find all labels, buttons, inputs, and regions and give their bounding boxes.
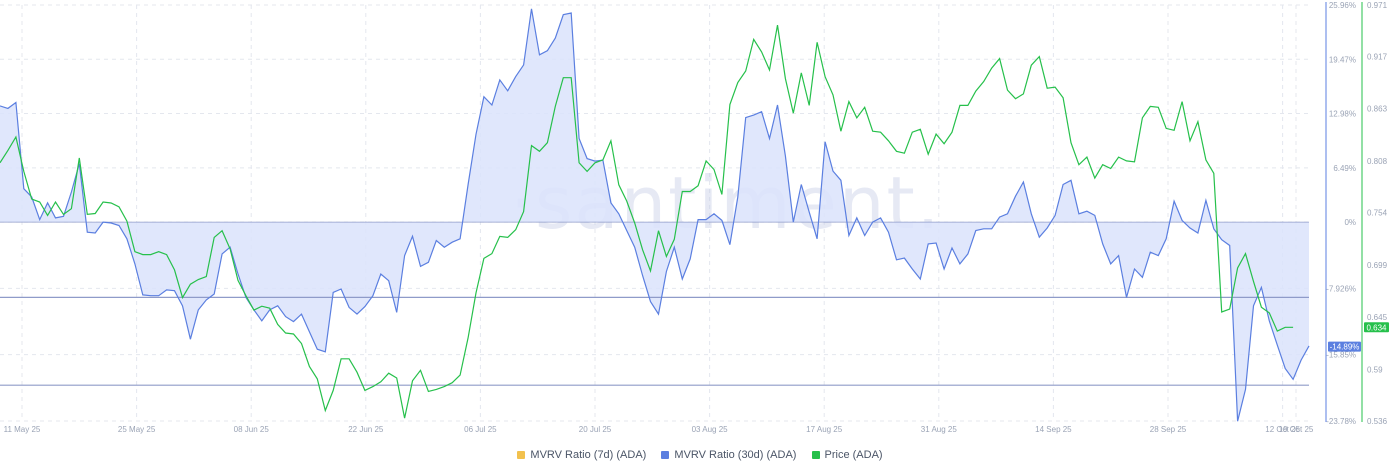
mvrv-badge-label: -14.89% [1330,343,1360,352]
legend-label-price: Price (ADA) [824,449,883,461]
left-axis-ticks: 25.96% 19.47% 12.98% 6.49% 0% -7.926% -15.85% -… [1326,1,1356,426]
mvrv-badge-bg [1328,341,1361,352]
price-badge-label: 0.634 [1366,323,1387,332]
left-tick-label: -23.78% [1326,417,1356,426]
right-tick-label: 0.536 [1367,417,1388,426]
x-tick-label: 08 Jun 25 [234,425,270,434]
x-axis-ticks: 11 May 25 25 May 25 08 Jun 25 22 Jun 25 06 J… [4,425,1314,434]
right-tick-label: 0.754 [1367,209,1388,218]
legend-item-price[interactable]: Price (ADA) [811,449,883,461]
right-tick-label: 0.971 [1367,1,1388,10]
right-tick-label: 0.917 [1367,53,1388,62]
legend-item-mvrv-7d[interactable]: MVRV Ratio (7d) (ADA) [517,449,646,461]
left-tick-label: -15.85% [1326,351,1356,360]
x-tick-label: 22 Jun 25 [348,425,384,434]
x-tick-label: 25 May 25 [118,425,156,434]
mvrv-price-chart: ·santiment. 11 May 25 25 May 25 08 Jun 25 2… [0,1,1389,434]
legend-label-mvrv-7d: MVRV Ratio (7d) (ADA) [530,449,647,461]
x-tick-label: 19 Oct 25 [1279,425,1314,434]
right-tick-label: 0.59 [1367,365,1383,374]
price-badge-bg [1364,322,1389,333]
left-tick-label: 19.47% [1329,55,1356,64]
left-tick-label: 0% [1344,218,1356,227]
right-tick-label: 0.808 [1367,157,1388,166]
x-tick-label: 12 Oct 25 [1265,425,1300,434]
left-tick-label: 25.96% [1329,1,1356,10]
legend: MVRV Ratio (7d) (ADA) MVRV Ratio (30d) (… [0,449,1400,462]
current-value-badges: -14.89% 0.634 [1328,322,1389,352]
left-tick-label: -7.926% [1326,284,1356,293]
reference-lines [0,221,1309,386]
legend-swatch-mvrv-30d [661,451,670,459]
right-tick-label: 0.699 [1367,261,1388,270]
left-tick-label: 12.98% [1329,110,1356,119]
price-line [0,24,1294,419]
mvrv-30d-area [0,8,1309,422]
legend-swatch-mvrv-7d [517,451,526,459]
left-tick-label: 6.49% [1333,164,1356,173]
right-tick-label: 0.645 [1367,313,1388,322]
x-tick-label: 31 Aug 25 [921,425,958,434]
x-tick-label: 11 May 25 [4,425,41,434]
x-tick-label: 17 Aug 25 [806,425,843,434]
mvrv-30d-line [0,8,1310,422]
x-tick-label: 14 Sep 25 [1035,425,1072,434]
x-tick-label: 06 Jul 25 [464,425,497,434]
legend-label-mvrv-30d: MVRV Ratio (30d) (ADA) [674,449,797,461]
legend-item-mvrv-30d[interactable]: MVRV Ratio (30d) (ADA) [661,449,796,461]
x-tick-label: 20 Jul 25 [579,425,612,434]
right-axis-ticks: 0.971 0.917 0.863 0.808 0.754 0.699 0.645 0.59 0… [1367,1,1388,426]
x-tick-label: 03 Aug 25 [692,425,729,434]
legend-swatch-price [811,451,820,459]
x-tick-label: 28 Sep 25 [1150,425,1187,434]
right-tick-label: 0.863 [1367,104,1388,113]
